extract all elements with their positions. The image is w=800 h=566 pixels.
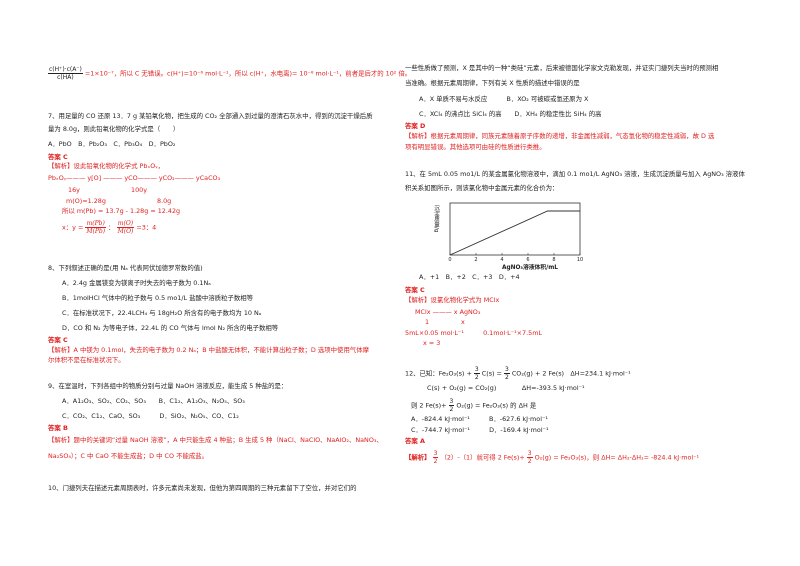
q10-stem: 10、门捷列夫在描述元素周期表时，许多元素尚未发现，但他为第四周期的三种元素留下…: [48, 484, 357, 492]
precipitate-chart: 0 2 4 6 8 10 沉淀质量/g AgNO₃溶液体积/mL: [433, 202, 583, 271]
q12-options-cd: C．-744.7 kJ·mol⁻¹ D．-169.4 kJ·mol⁻¹: [411, 426, 549, 434]
x-tick-label: 2: [474, 257, 477, 263]
q7-answer: 答案 C: [48, 153, 68, 161]
q9-explain-1: 【解析】题中的关键词“过量 NaOH 溶液”，A 中只能生成 4 种盐；B 生成…: [48, 436, 383, 444]
q9-answer: 答案 B: [48, 424, 68, 432]
q7-explain-1: 【解析】设此铅氧化物的化学式 PbₓOᵧ，: [48, 162, 165, 170]
x-axis-label: AgNO₃溶液体积/mL: [502, 263, 558, 271]
q8-explain-2: 尔体积不是在标准状况下。: [48, 356, 125, 364]
x-tick-label: 0: [448, 257, 451, 263]
q12-options-ab: A．-824.4 kJ·mol⁻¹ B．-627.6 kJ·mol⁻¹: [411, 415, 548, 423]
q8-explain-1: 【解析】A 中镁为 0.1mol，失去的电子数为 0.2 Nₐ；B 中盐酸无体积…: [48, 346, 370, 354]
q11-explain-5: x = 3: [423, 339, 441, 347]
q7-explain-2: PbₓOᵧ——— y[O] ——— yCO——— yCO₂——— yCaCO₃: [48, 174, 221, 182]
q7-explain-6: x：y = m(Pb) M(Pb) ： m(O) M(O) =3：4: [62, 220, 157, 235]
q8-stem: 8、下列叙述正确的是(用 Nₐ 代表阿伏加德罗常数的值): [48, 264, 203, 272]
q10-options-cd: C．XCl₄ 的沸点比 SiCl₄ 的高 D．XH₄ 的稳定性比 SiH₄ 的高: [419, 110, 602, 118]
mass-ratio-pb: m(Pb) M(Pb): [85, 220, 107, 235]
x-tick-label: 4: [500, 257, 503, 263]
q10-explain-1: 【解析】根据元素周期律，同族元素随着原子序数的递增，非金属性减弱，气态氢化物的稳…: [405, 132, 715, 140]
q10-explain-2: 项有明显错误。其他选项可由硅的性质进行类推。: [405, 143, 546, 151]
x-tick-label: 8: [552, 257, 555, 263]
q11-stem: 11、在 5mL 0.05 mo1/L 的某金属氯化物溶液中，滴加 0.1 mo…: [405, 170, 745, 178]
q11-stem-2: 积关系如图所示，则该氯化物中金属元素的化合价为：: [405, 184, 559, 192]
q12-answer: 答案 A: [405, 437, 425, 445]
q7-stem: 7、用足量的 CO 还原 13．7 g 某铅氧化物，把生成的 CO₂ 全部通入到…: [48, 112, 373, 120]
q9-explain-2: Na₂SO₄）；C 中 CaO 不能生成盐；D 中 CO 不能成盐。: [48, 452, 209, 460]
y-axis-label: 沉淀质量/g: [433, 204, 440, 233]
ka-fraction: c(H⁺)·c(A⁻) c(HA): [48, 66, 83, 81]
q11-explain-2: MClx ——— x AgNO₃: [415, 308, 481, 316]
q7-explain-4: m(O)=1.28g 8.0g: [66, 197, 172, 205]
q11-explain-4: 5mL×0.05 mol·L⁻¹ 0.1mol·L⁻¹×7.5mL: [405, 329, 542, 337]
q10-options-ab: A．X 单质不易与水反应 B．XO₂ 可被碳或氢还原为 X: [419, 95, 589, 103]
q11-answer: 答案 C: [405, 286, 425, 294]
x-tick-label: 10: [577, 257, 583, 263]
q8-option-c: C．在标准状况下，22.4LCH₄ 与 18gH₂O 所含有的电子数均为 10 …: [62, 309, 262, 317]
q11-explain-3: 1 x: [425, 318, 465, 326]
q10-stem-2: 当准确。根据元素周期律，下列有关 X 性质的描述中错误的是: [405, 79, 580, 87]
q9-option-cd: C．CO₂、C1₂、CaO、SO₃ D．SiO₂、N₂O₅、CO、C1₂: [62, 412, 239, 420]
q9-option-ab: A．A1₂O₃、SO₂、CO₂、SO₃ B．C1₂、A1₂O₃、N₂O₅、SO₃: [62, 397, 245, 405]
mass-ratio-o: m(O) M(O): [116, 220, 135, 235]
q8-option-d: D．CO 和 N₂ 为等电子体，22.4L 的 CO 气体与 lmol N₂ 所…: [62, 324, 279, 332]
previous-answer-tail: c(H⁺)·c(A⁻) c(HA) =1×10⁻⁷，所以 C 无错误。c(H⁺)…: [48, 66, 412, 81]
q12-stem-2: C(s) + O₂(g) = CO₂(g) ΔH=-393.5 kJ·mol⁻¹: [427, 384, 585, 392]
q11-explain-1: 【解析】设氯化物化学式为 MClx: [405, 296, 500, 304]
q8-option-a: A．2.4g 金属镁变为镁离子时失去的电子数为 0.1Nₐ: [62, 279, 211, 287]
q7-explain-5: 所以 m(Pb) = 13.7g - 1.28g = 12.42g: [62, 207, 181, 215]
q7-options: A．PbO B．Pb₂O₃ C．Pb₃O₄ D．PbO₂: [48, 140, 176, 148]
q10-answer: 答案 D: [405, 122, 426, 130]
x-tick-label: 6: [526, 257, 529, 263]
q7-stem-2: 量为 8.0g，则此铅氧化物的化学式是（ ）: [48, 125, 180, 133]
chart-frame: [449, 202, 581, 256]
q8-answer: 答案 C: [48, 336, 68, 344]
series-line: [449, 210, 580, 256]
q8-option-b: B．1molHCl 气体中的粒子数与 0.5 mo1/L 盐酸中溶质粒子数相等: [62, 294, 254, 302]
q10-stem-continued: 一些性质做了预测，X 是其中的一种“类硅”元素，后来被德国化学家文克勒发现，并证…: [405, 64, 719, 72]
chart-plot-area: 0 2 4 6 8 10: [448, 202, 583, 263]
q11-options: A．+1 B．+2 C．+3 D．+4: [419, 273, 520, 281]
q7-explain-3: 16y 100y: [68, 186, 148, 194]
q9-stem: 9、在室温时，下列各组中的物质分别与过量 NaOH 溶液反应，能生成 5 种盐的…: [48, 382, 288, 390]
